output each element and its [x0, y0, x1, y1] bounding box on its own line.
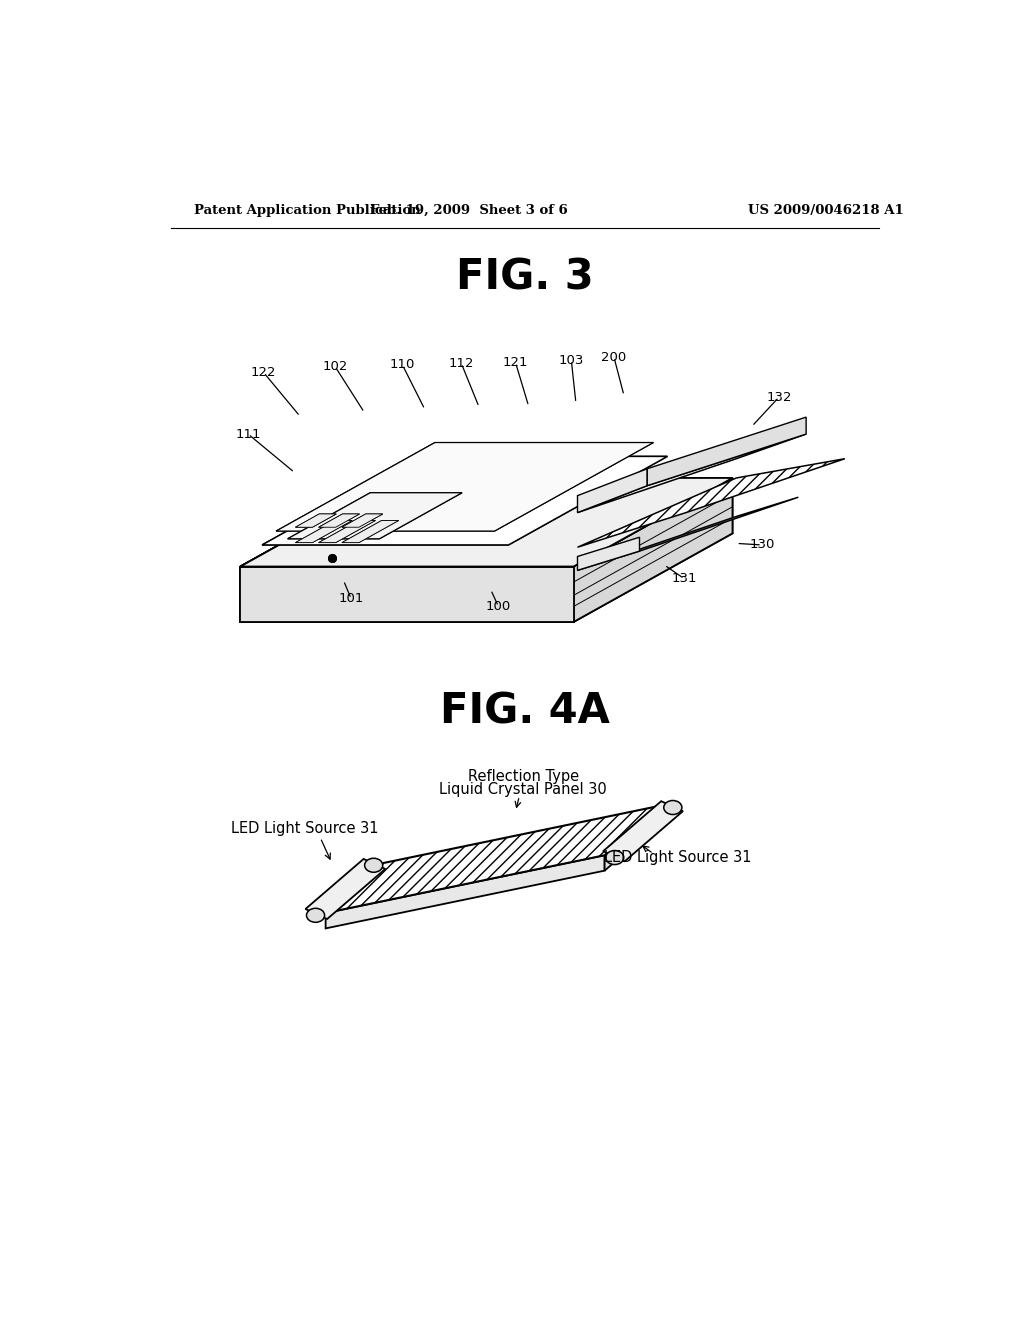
- Polygon shape: [318, 513, 359, 527]
- Ellipse shape: [664, 800, 682, 814]
- Text: 200: 200: [601, 351, 627, 363]
- Polygon shape: [318, 520, 376, 543]
- Polygon shape: [288, 492, 462, 539]
- Ellipse shape: [365, 858, 383, 873]
- Polygon shape: [342, 520, 398, 543]
- Polygon shape: [318, 520, 376, 543]
- Polygon shape: [578, 469, 647, 512]
- Polygon shape: [295, 513, 336, 527]
- Text: 110: 110: [390, 358, 415, 371]
- Text: 102: 102: [323, 360, 347, 372]
- Polygon shape: [288, 492, 462, 539]
- Polygon shape: [573, 478, 732, 622]
- Text: 103: 103: [559, 354, 584, 367]
- Polygon shape: [573, 478, 732, 622]
- Polygon shape: [295, 513, 336, 527]
- Polygon shape: [276, 442, 653, 531]
- Text: 131: 131: [672, 573, 697, 585]
- Text: 121: 121: [503, 356, 528, 370]
- Polygon shape: [295, 520, 352, 543]
- Polygon shape: [342, 513, 383, 527]
- Polygon shape: [326, 805, 663, 913]
- Polygon shape: [604, 805, 663, 871]
- Text: LED Light Source 31: LED Light Source 31: [604, 850, 752, 865]
- Polygon shape: [262, 457, 668, 545]
- Text: FIG. 4A: FIG. 4A: [440, 690, 609, 733]
- Polygon shape: [241, 478, 732, 566]
- Text: 112: 112: [449, 356, 474, 370]
- Polygon shape: [326, 855, 604, 928]
- Polygon shape: [342, 520, 398, 543]
- Polygon shape: [241, 566, 573, 622]
- Polygon shape: [578, 498, 799, 570]
- Text: 100: 100: [485, 601, 511, 612]
- Polygon shape: [276, 442, 653, 531]
- Polygon shape: [578, 537, 640, 570]
- Text: 122: 122: [251, 366, 276, 379]
- Text: Liquid Crystal Panel 30: Liquid Crystal Panel 30: [439, 783, 607, 797]
- Text: 101: 101: [339, 593, 364, 606]
- Polygon shape: [305, 859, 385, 919]
- Text: US 2009/0046218 A1: US 2009/0046218 A1: [748, 205, 903, 218]
- Polygon shape: [318, 513, 359, 527]
- Text: Reflection Type: Reflection Type: [468, 770, 579, 784]
- Polygon shape: [603, 801, 683, 861]
- Text: FIG. 3: FIG. 3: [456, 257, 594, 298]
- Polygon shape: [262, 457, 668, 545]
- Polygon shape: [241, 478, 732, 566]
- Text: 111: 111: [236, 428, 261, 441]
- Polygon shape: [241, 566, 573, 622]
- Polygon shape: [295, 520, 352, 543]
- Text: 132: 132: [766, 391, 792, 404]
- Polygon shape: [647, 417, 806, 486]
- Polygon shape: [241, 478, 732, 566]
- Ellipse shape: [605, 850, 624, 865]
- Polygon shape: [578, 459, 845, 548]
- Text: Patent Application Publication: Patent Application Publication: [194, 205, 421, 218]
- Polygon shape: [342, 513, 383, 527]
- Text: 130: 130: [750, 539, 774, 552]
- Polygon shape: [578, 434, 806, 512]
- Text: LED Light Source 31: LED Light Source 31: [231, 821, 379, 836]
- Text: Feb. 19, 2009  Sheet 3 of 6: Feb. 19, 2009 Sheet 3 of 6: [370, 205, 568, 218]
- Ellipse shape: [306, 908, 325, 923]
